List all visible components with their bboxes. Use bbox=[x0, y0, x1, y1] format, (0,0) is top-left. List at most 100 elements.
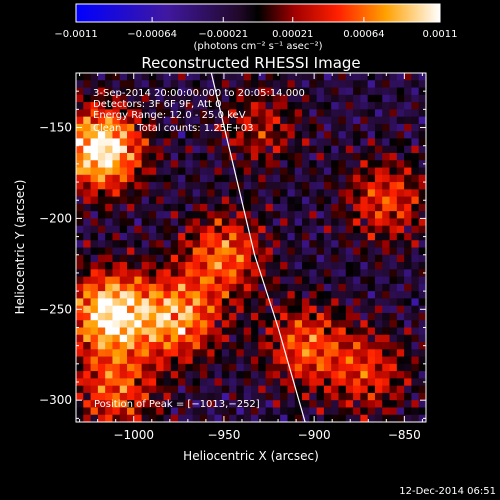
heatmap-cell bbox=[294, 254, 303, 263]
heatmap-cell bbox=[404, 414, 412, 422]
heatmap-cell bbox=[404, 116, 412, 125]
heatmap-cell bbox=[192, 320, 201, 328]
heatmap-cell bbox=[353, 298, 361, 307]
heatmap-cell bbox=[76, 407, 84, 416]
heatmap-cell bbox=[418, 87, 426, 96]
heatmap-cell bbox=[90, 167, 99, 176]
heatmap-cell bbox=[192, 196, 201, 205]
heatmap-cell bbox=[396, 102, 405, 110]
heatmap-cell bbox=[258, 291, 266, 299]
heatmap-cell bbox=[199, 334, 208, 343]
heatmap-cell bbox=[185, 291, 194, 299]
heatmap-cell bbox=[127, 371, 135, 379]
heatmap-cell bbox=[338, 240, 347, 248]
heatmap-cell bbox=[272, 123, 281, 132]
heatmap-cell bbox=[272, 73, 281, 81]
heatmap-cell bbox=[170, 138, 179, 147]
heatmap-cell bbox=[112, 269, 121, 277]
heatmap-cell bbox=[382, 356, 390, 365]
heatmap-cell bbox=[258, 327, 266, 336]
heatmap-cell bbox=[396, 414, 405, 422]
heatmap-cell bbox=[236, 291, 245, 299]
heatmap-cell bbox=[156, 305, 164, 314]
heatmap-cell bbox=[302, 160, 310, 168]
heatmap-cell bbox=[199, 385, 208, 394]
heatmap-cell bbox=[199, 174, 208, 183]
heatmap-cell bbox=[178, 218, 186, 227]
heatmap-cell bbox=[163, 262, 172, 270]
heatmap-cell bbox=[411, 131, 420, 139]
heatmap-cell bbox=[214, 305, 223, 314]
heatmap-cell bbox=[105, 123, 113, 132]
heatmap-cell bbox=[221, 182, 230, 190]
heatmap-cell bbox=[76, 276, 84, 285]
heatmap-cell bbox=[221, 109, 230, 118]
heatmap-cell bbox=[178, 182, 186, 190]
heatmap-cell bbox=[345, 327, 354, 336]
heatmap-cell bbox=[360, 152, 369, 161]
heatmap-cell bbox=[192, 174, 201, 183]
heatmap-cell bbox=[112, 160, 121, 168]
heatmap-cell bbox=[199, 320, 208, 328]
heatmap-cell bbox=[294, 102, 303, 110]
heatmap-cell bbox=[316, 305, 325, 314]
heatmap-cell bbox=[170, 182, 179, 190]
heatmap-cell bbox=[178, 291, 186, 299]
heatmap-cell bbox=[353, 123, 361, 132]
heatmap-cell bbox=[367, 298, 376, 307]
heatmap-cell bbox=[309, 254, 318, 263]
heatmap-cell bbox=[185, 167, 194, 176]
heatmap-cell bbox=[323, 80, 332, 88]
heatmap-cell bbox=[105, 102, 113, 110]
heatmap-cell bbox=[127, 240, 135, 248]
heatmap-cell bbox=[236, 152, 245, 161]
heatmap-cell bbox=[280, 356, 288, 365]
heatmap-cell bbox=[331, 400, 339, 408]
heatmap-cell bbox=[127, 131, 135, 139]
heatmap-cell bbox=[251, 196, 259, 205]
heatmap-cell bbox=[83, 363, 91, 372]
heatmap-cell bbox=[316, 276, 325, 285]
heatmap-cell bbox=[302, 385, 310, 394]
heatmap-cell bbox=[229, 87, 237, 96]
heatmap-cell bbox=[374, 189, 383, 197]
heatmap-cell bbox=[221, 73, 230, 81]
heatmap-cell bbox=[243, 160, 252, 168]
heatmap-cell bbox=[389, 334, 398, 343]
heatmap-cell bbox=[287, 203, 296, 212]
heatmap-cell bbox=[148, 414, 157, 422]
heatmap-cell bbox=[360, 167, 369, 176]
heatmap-cell bbox=[229, 385, 237, 394]
heatmap-cell bbox=[396, 378, 405, 387]
heatmap-cell bbox=[148, 407, 157, 416]
heatmap-cell bbox=[221, 312, 230, 321]
heatmap-cell bbox=[127, 334, 135, 343]
heatmap-cell bbox=[221, 371, 230, 379]
heatmap-cell bbox=[214, 203, 223, 212]
heatmap-cell bbox=[156, 385, 164, 394]
heatmap-cell bbox=[97, 305, 106, 314]
heatmap-cell bbox=[199, 131, 208, 139]
heatmap-cell bbox=[148, 73, 157, 81]
heatmap-cell bbox=[148, 371, 157, 379]
heatmap-cell bbox=[302, 371, 310, 379]
heatmap-cell bbox=[112, 349, 121, 357]
heatmap-cell bbox=[148, 298, 157, 307]
heatmap-cell bbox=[265, 334, 274, 343]
heatmap-cell bbox=[309, 276, 318, 285]
heatmap-cell bbox=[163, 225, 172, 234]
heatmap-cell bbox=[338, 349, 347, 357]
heatmap-cell bbox=[360, 407, 369, 416]
heatmap-cell bbox=[119, 73, 128, 81]
heatmap-cell bbox=[199, 400, 208, 408]
heatmap-cell bbox=[331, 254, 339, 263]
heatmap-cell bbox=[97, 160, 106, 168]
heatmap-cell bbox=[127, 283, 135, 292]
heatmap-cell bbox=[134, 203, 143, 212]
heatmap-cell bbox=[76, 80, 84, 88]
heatmap-cell bbox=[345, 109, 354, 118]
heatmap-cell bbox=[207, 320, 215, 328]
heatmap-cell bbox=[207, 291, 215, 299]
heatmap-cell bbox=[141, 262, 150, 270]
heatmap-cell bbox=[170, 334, 179, 343]
